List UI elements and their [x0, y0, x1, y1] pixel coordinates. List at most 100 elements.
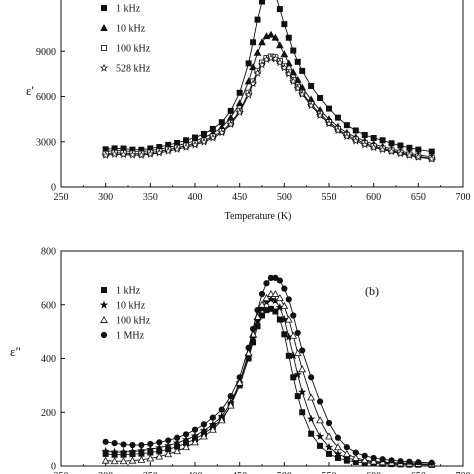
data-point — [275, 58, 285, 67]
legend: 1 kHz 10 kHz 100 kHz 528 kHz — [99, 4, 151, 75]
data-point — [182, 431, 190, 438]
data-point — [275, 41, 284, 49]
legend-marker — [101, 286, 108, 293]
series-line-2 — [105, 298, 432, 465]
legend-label: 100 kHz — [116, 44, 151, 55]
y-tick-label: 800 — [41, 247, 56, 258]
data-point — [199, 426, 209, 435]
y-tick-label: 6000 — [36, 92, 56, 103]
data-point — [110, 457, 119, 465]
series-line-1 — [105, 308, 432, 466]
data-point — [128, 150, 137, 159]
data-point — [284, 69, 294, 78]
data-point — [280, 302, 289, 310]
data-point — [248, 79, 258, 88]
data-point — [191, 438, 199, 446]
data-point — [155, 148, 164, 157]
data-point — [294, 393, 301, 400]
data-point — [174, 434, 181, 441]
y-axis-label: ε" — [10, 344, 21, 359]
data-point — [369, 457, 378, 465]
data-point — [276, 6, 283, 13]
data-point — [190, 140, 200, 149]
legend-label: 10 kHz — [116, 24, 146, 35]
data-point — [294, 58, 301, 65]
data-point — [342, 132, 352, 141]
data-point — [182, 443, 190, 451]
legend-label: 1 kHz — [116, 4, 141, 15]
data-point — [235, 107, 244, 116]
data-point — [352, 127, 359, 134]
x-tick-label: 450 — [232, 471, 247, 474]
data-point — [254, 16, 261, 23]
data-point — [293, 370, 302, 379]
data-point — [271, 33, 280, 41]
data-point — [317, 442, 324, 449]
y-tick-label: 0 — [51, 462, 56, 473]
data-point — [293, 349, 302, 357]
data-point — [293, 83, 302, 92]
data-point — [351, 136, 361, 145]
data-point — [208, 425, 217, 433]
data-point — [325, 419, 333, 427]
x-tick-label: 300 — [98, 471, 113, 474]
data-point — [200, 432, 208, 440]
y-tick-label: 9000 — [36, 47, 56, 58]
y-axis: 0 3000 6000 9000 — [36, 47, 65, 194]
data-point — [258, 0, 265, 5]
data-point — [227, 107, 234, 114]
data-point — [164, 450, 173, 458]
data-point — [271, 289, 280, 297]
data-point — [266, 53, 276, 62]
legend-label: 1 MHz — [116, 331, 145, 342]
data-point — [307, 393, 316, 401]
x-tick-label: 650 — [411, 192, 426, 203]
y-tick-label: 600 — [41, 300, 56, 311]
legend-marker — [100, 315, 108, 323]
data-point — [308, 82, 315, 89]
data-point — [227, 393, 234, 400]
legend-label: 1 kHz — [116, 286, 141, 297]
legend-marker — [99, 300, 109, 309]
y-axis: 0 200 400 600 800 — [41, 247, 65, 473]
data-point — [137, 455, 146, 463]
data-point — [281, 285, 288, 292]
data-point — [129, 441, 136, 449]
data-point — [388, 457, 395, 464]
data-point — [163, 146, 173, 155]
data-point — [290, 312, 297, 319]
data-point — [343, 444, 350, 451]
data-point — [146, 444, 155, 453]
data-point — [253, 48, 262, 56]
data-point — [257, 60, 267, 69]
series-line-4 — [105, 277, 432, 464]
data-point — [276, 277, 283, 284]
x-tick-label: 600 — [366, 471, 381, 474]
data-point — [298, 365, 307, 373]
data-point — [191, 426, 199, 433]
x-axis-label: Temperature (K) — [225, 211, 292, 222]
data-point — [334, 434, 342, 441]
data-point — [165, 437, 172, 444]
data-point — [281, 21, 288, 28]
data-point — [253, 68, 262, 77]
data-point — [280, 63, 289, 72]
data-point — [262, 55, 271, 64]
data-point — [325, 450, 332, 457]
legend-label: 10 kHz — [116, 301, 146, 312]
data-point — [146, 149, 155, 158]
data-point — [119, 457, 128, 465]
data-point — [128, 456, 137, 464]
data-point — [249, 325, 257, 333]
data-point — [308, 430, 315, 437]
data-point — [379, 137, 386, 144]
x-tick-label: 500 — [277, 192, 292, 203]
data-point — [306, 414, 316, 423]
data-point — [258, 290, 266, 298]
data-point — [360, 140, 369, 149]
data-point — [406, 458, 413, 465]
data-point — [280, 50, 289, 58]
data-point — [317, 95, 324, 102]
data-point — [217, 416, 226, 424]
